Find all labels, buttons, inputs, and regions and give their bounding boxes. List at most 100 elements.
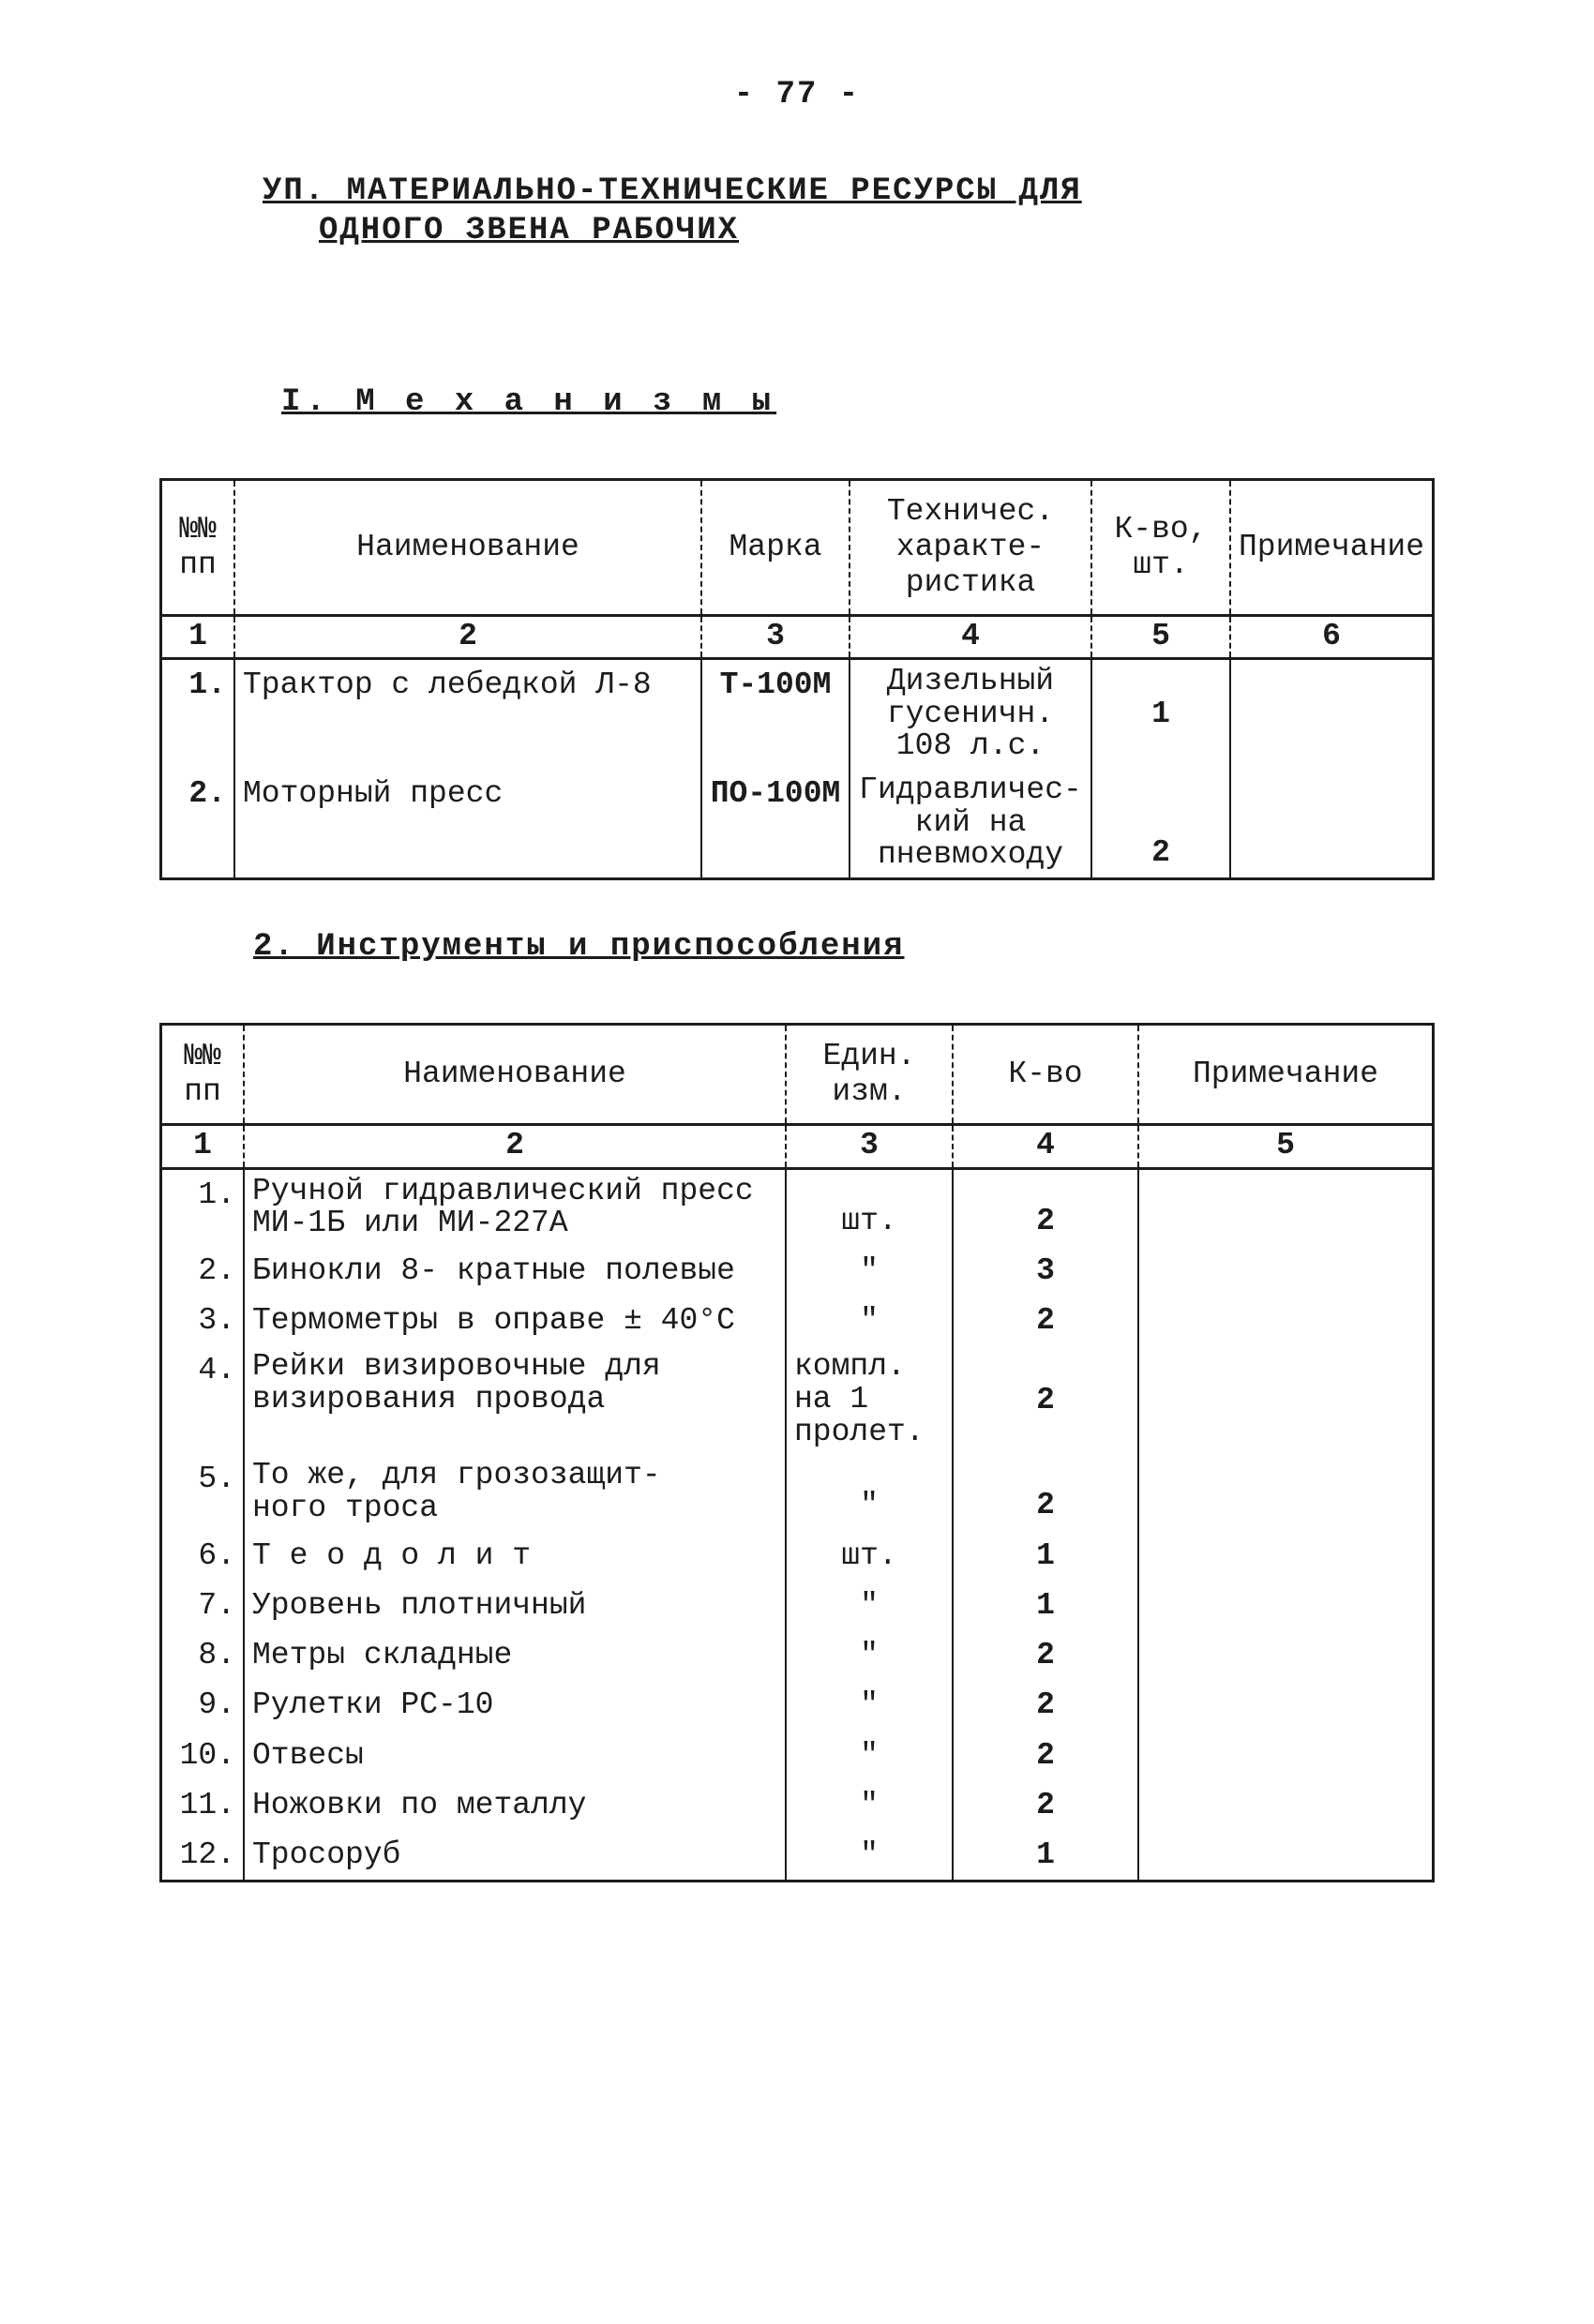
cell-name: Отвесы (244, 1731, 786, 1780)
colnum: 4 (850, 615, 1091, 658)
cell-note (1230, 659, 1434, 769)
cell-note (1138, 1531, 1434, 1581)
cell-qty: 1 (953, 1531, 1138, 1581)
table-tools: №№пп Наименование Един.изм. К-во Примеча… (159, 1023, 1435, 1882)
page-number: - 77 - (159, 75, 1435, 115)
table-colnum-row: 1 2 3 4 5 (161, 1125, 1434, 1168)
cell-name: Моторный пресс (234, 769, 701, 878)
table-row: 2. Моторный пресс ПО-100М Гидравличес-ки… (161, 769, 1434, 878)
cell-index: 2. (161, 1246, 245, 1296)
page: - 77 - УП. МАТЕРИАЛЬНО-ТЕХНИЧЕСКИЕ РЕСУР… (0, 0, 1594, 2324)
table-row: 2. Бинокли 8- кратные полевые " 3 (161, 1246, 1434, 1296)
table-row: 7. Уровень плотничный " 1 (161, 1581, 1434, 1630)
cell-unit: шт. (786, 1168, 953, 1246)
cell-note (1138, 1731, 1434, 1780)
cell-unit: " (786, 1581, 953, 1630)
cell-name: Метры складные (244, 1630, 786, 1680)
cell-qty: 1 (953, 1581, 1138, 1630)
colnum: 4 (953, 1125, 1138, 1168)
cell-unit: " (786, 1830, 953, 1882)
cell-unit: " (786, 1731, 953, 1780)
cell-unit: шт. (786, 1531, 953, 1581)
cell-name: Ручной гидравлический прессМИ-1Б или МИ-… (244, 1168, 786, 1246)
table-row: 3. Термометры в оправе ± 40°С " 2 (161, 1296, 1434, 1345)
section2-title-text: 2. Инструменты и приспособления (253, 929, 905, 965)
cell-index: 3. (161, 1296, 245, 1345)
colnum: 1 (161, 615, 235, 658)
table-header-row: №№пп Наименование Един.изм. К-во Примеча… (161, 1025, 1434, 1125)
col-header-tech: Техничес.характе-ристика (850, 480, 1091, 616)
cell-qty: 1 (1091, 659, 1230, 769)
cell-unit: " (786, 1246, 953, 1296)
cell-unit: " (786, 1296, 953, 1345)
cell-note (1138, 1630, 1434, 1680)
table-row: 1. Ручной гидравлический прессМИ-1Б или … (161, 1168, 1434, 1246)
cell-qty: 2 (953, 1731, 1138, 1780)
colnum: 3 (786, 1125, 953, 1168)
cell-note (1138, 1454, 1434, 1530)
cell-index: 2. (161, 769, 235, 878)
cell-index: 5. (161, 1454, 245, 1530)
cell-index: 4. (161, 1345, 245, 1454)
cell-index: 8. (161, 1630, 245, 1680)
cell-note (1138, 1680, 1434, 1730)
col-header-unit: Един.изм. (786, 1025, 953, 1125)
colnum: 5 (1091, 615, 1230, 658)
cell-unit: " (786, 1680, 953, 1730)
cell-unit: компл.на 1пролет. (786, 1345, 953, 1454)
cell-qty: 2 (953, 1630, 1138, 1680)
cell-note (1138, 1581, 1434, 1630)
main-title: УП. МАТЕРИАЛЬНО-ТЕХНИЧЕСКИЕ РЕСУРСЫ ДЛЯ … (263, 172, 1435, 251)
col-header-name: Наименование (244, 1025, 786, 1125)
section1-title: I. М е х а н и з м ы (281, 382, 1435, 423)
cell-index: 9. (161, 1680, 245, 1730)
cell-qty: 1 (953, 1830, 1138, 1882)
colnum: 3 (701, 615, 850, 658)
cell-unit: " (786, 1454, 953, 1530)
cell-name: Трактор с лебедкой Л-8 (234, 659, 701, 769)
table-header-row: №№пп Наименование Марка Техничес.характе… (161, 480, 1434, 616)
cell-qty: 2 (953, 1296, 1138, 1345)
cell-qty: 2 (1091, 769, 1230, 878)
cell-index: 11. (161, 1780, 245, 1830)
cell-index: 6. (161, 1531, 245, 1581)
cell-index: 1. (161, 659, 235, 769)
cell-note (1138, 1780, 1434, 1830)
main-title-line2: ОДНОГО ЗВЕНА РАБОЧИХ (319, 211, 739, 251)
cell-name: Рейки визировочные длявизирования провод… (244, 1345, 786, 1454)
colnum: 5 (1138, 1125, 1434, 1168)
table-row: 8. Метры складные " 2 (161, 1630, 1434, 1680)
colnum: 2 (234, 615, 701, 658)
cell-qty: 2 (953, 1680, 1138, 1730)
colnum: 6 (1230, 615, 1434, 658)
cell-unit: " (786, 1630, 953, 1680)
colnum: 1 (161, 1125, 245, 1168)
col-header-qty: К-во,шт. (1091, 480, 1230, 616)
table-row: 12. Тросоруб " 1 (161, 1830, 1434, 1882)
cell-note (1230, 769, 1434, 878)
table-row: 6. Т е о д о л и т шт. 1 (161, 1531, 1434, 1581)
cell-index: 10. (161, 1731, 245, 1780)
colnum: 2 (244, 1125, 786, 1168)
col-header-note: Примечание (1138, 1025, 1434, 1125)
table-colnum-row: 1 2 3 4 5 6 (161, 615, 1434, 658)
cell-unit: " (786, 1780, 953, 1830)
main-title-line1: УП. МАТЕРИАЛЬНО-ТЕХНИЧЕСКИЕ РЕСУРСЫ ДЛЯ (263, 172, 1082, 212)
table-row: 1. Трактор с лебедкой Л-8 Т-100М Дизельн… (161, 659, 1434, 769)
section1-title-text: I. М е х а н и з м ы (281, 384, 776, 420)
cell-name: Термометры в оправе ± 40°С (244, 1296, 786, 1345)
cell-qty: 2 (953, 1345, 1138, 1454)
cell-index: 1. (161, 1168, 245, 1246)
cell-note (1138, 1246, 1434, 1296)
cell-note (1138, 1168, 1434, 1246)
col-header-mark: Марка (701, 480, 850, 616)
table-row: 11. Ножовки по металлу " 2 (161, 1780, 1434, 1830)
table-row: 4. Рейки визировочные длявизирования про… (161, 1345, 1434, 1454)
cell-name: То же, для грозозащит-ного троса (244, 1454, 786, 1530)
cell-qty: 2 (953, 1780, 1138, 1830)
cell-qty: 2 (953, 1454, 1138, 1530)
cell-qty: 3 (953, 1246, 1138, 1296)
cell-name: Тросоруб (244, 1830, 786, 1882)
cell-name: Ножовки по металлу (244, 1780, 786, 1830)
cell-name: Т е о д о л и т (244, 1531, 786, 1581)
